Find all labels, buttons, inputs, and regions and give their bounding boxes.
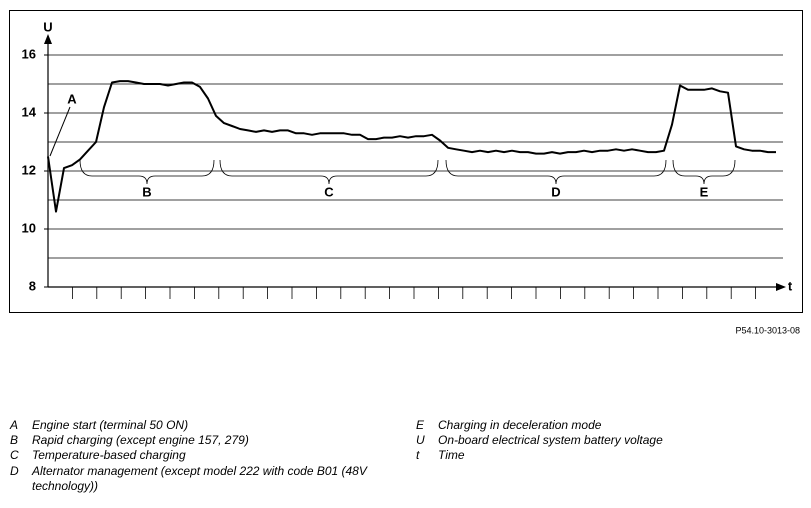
- legend-key: B: [10, 433, 18, 447]
- x-axis-label: t: [788, 278, 793, 293]
- y-tick-label: 12: [22, 162, 36, 177]
- legend-key: t: [416, 448, 420, 462]
- legend-text: Alternator management (except model 222 …: [31, 464, 368, 478]
- brace-label: E: [700, 184, 709, 199]
- voltage-line: [47, 80, 776, 213]
- y-tick-label: 10: [22, 220, 36, 235]
- brace: [79, 159, 215, 185]
- legend-key: C: [10, 448, 19, 462]
- legend-text: Charging in deceleration mode: [438, 418, 602, 432]
- brace-label: C: [324, 184, 334, 199]
- brace: [219, 159, 439, 185]
- y-axis-label: U: [43, 19, 52, 34]
- brace: [445, 159, 667, 185]
- y-tick-label: 16: [22, 46, 36, 61]
- legend-text: technology)): [32, 479, 98, 493]
- annotation-label: A: [67, 91, 77, 106]
- frame: [9, 10, 803, 313]
- legend-text: On-board electrical system battery volta…: [438, 433, 663, 447]
- legend-key: D: [10, 464, 19, 478]
- brace: [672, 159, 736, 185]
- y-arrow: [44, 34, 52, 44]
- legend-text: Rapid charging (except engine 157, 279): [32, 433, 249, 447]
- legend-text: Temperature-based charging: [32, 448, 186, 462]
- brace-label: B: [142, 184, 151, 199]
- legend-text: Time: [438, 448, 465, 462]
- legend-key: E: [416, 418, 425, 432]
- legend-text: Engine start (terminal 50 ON): [32, 418, 188, 432]
- legend-key: A: [9, 418, 18, 432]
- y-tick-label: 14: [22, 104, 37, 119]
- legend-key: U: [416, 433, 425, 447]
- annotation-pointer: [49, 106, 71, 157]
- figure-code: P54.10-3013-08: [735, 325, 800, 335]
- x-arrow: [776, 283, 786, 291]
- brace-label: D: [551, 184, 560, 199]
- y-tick-label: 8: [29, 278, 36, 293]
